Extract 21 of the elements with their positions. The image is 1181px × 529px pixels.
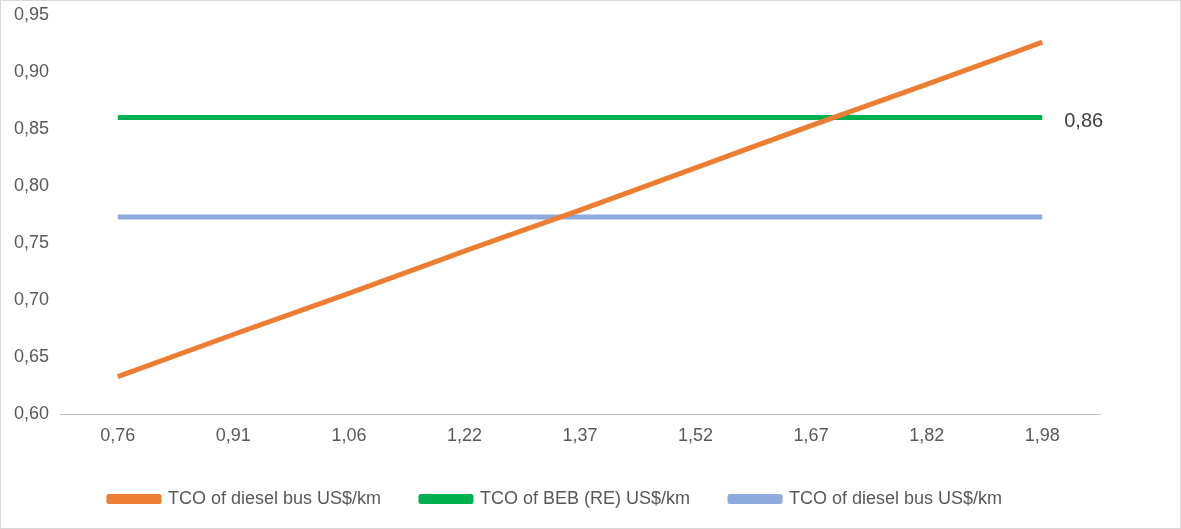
data-label: 0,86 <box>1064 109 1104 132</box>
y-tick-label: 0,70 <box>13 289 50 310</box>
legend-label: TCO of BEB (RE) US$/km <box>479 487 691 508</box>
x-tick-label: 0,76 <box>100 425 136 446</box>
x-tick-label: 1,82 <box>909 425 945 446</box>
y-tick-label: 0,85 <box>13 117 50 138</box>
x-tick-label: 1,67 <box>793 425 829 446</box>
y-tick-label: 0,80 <box>13 175 50 196</box>
legend-label: TCO of diesel bus US$/km <box>789 487 1003 508</box>
x-tick-label: 0,91 <box>215 425 251 446</box>
y-tick-label: 0,95 <box>13 3 50 24</box>
y-tick-label: 0,60 <box>13 403 50 424</box>
x-tick-label: 1,52 <box>678 425 714 446</box>
x-tick-label: 1,37 <box>562 425 598 446</box>
y-tick-label: 0,90 <box>13 60 50 81</box>
x-tick-label: 1,06 <box>331 425 367 446</box>
y-tick-label: 0,75 <box>13 232 50 253</box>
legend-label: TCO of diesel bus US$/km <box>167 487 381 508</box>
x-tick-label: 1,98 <box>1024 425 1060 446</box>
y-tick-label: 0,65 <box>13 346 50 367</box>
x-tick-label: 1,22 <box>446 425 482 446</box>
